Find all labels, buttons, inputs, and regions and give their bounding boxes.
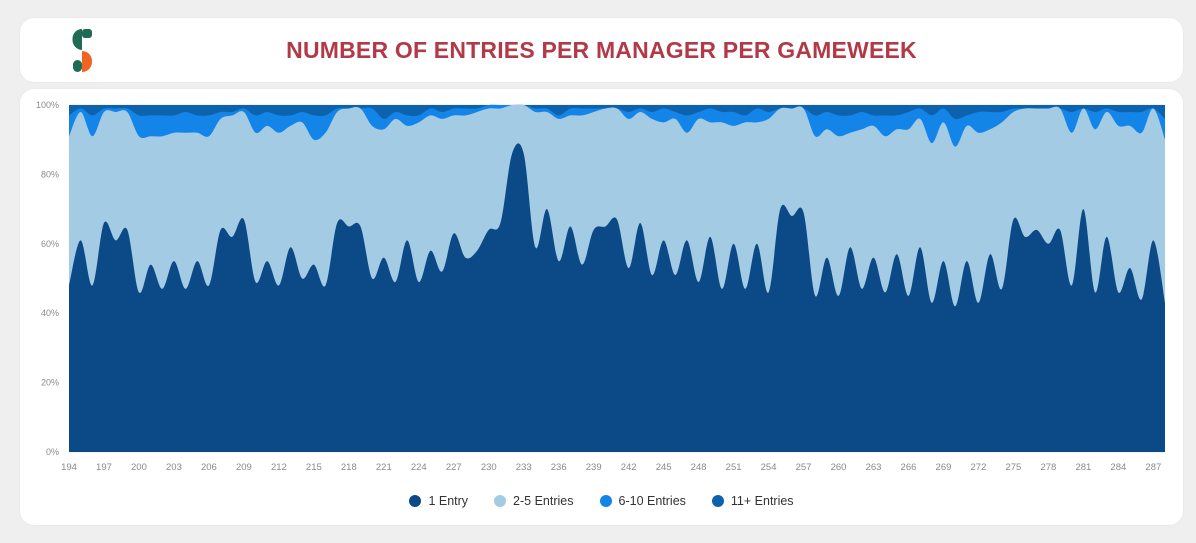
header-card: NUMBER OF ENTRIES PER MANAGER PER GAMEWE… bbox=[20, 18, 1183, 82]
x-tick-label: 203 bbox=[166, 462, 182, 473]
x-tick-label: 209 bbox=[236, 462, 252, 473]
x-tick-label: 248 bbox=[691, 462, 707, 473]
x-tick-label: 260 bbox=[831, 462, 847, 473]
x-tick-label: 218 bbox=[341, 462, 357, 473]
brand-s-logo-icon[interactable] bbox=[64, 28, 100, 73]
axis-labels: 0% 20% 40% 60% 80% 100% 194 197 200 203 206 209 212 2… bbox=[36, 100, 1161, 473]
x-tick-label: 221 bbox=[376, 462, 392, 473]
legend-item[interactable]: 11+ Entries bbox=[711, 494, 794, 508]
legend-swatch bbox=[599, 495, 612, 507]
page-title: NUMBER OF ENTRIES PER MANAGER PER GAMEWE… bbox=[286, 37, 917, 63]
x-tick-label: 212 bbox=[271, 462, 287, 473]
area-series-1-entry bbox=[69, 143, 1165, 452]
legend-swatch bbox=[494, 495, 507, 507]
x-tick-label: 278 bbox=[1040, 462, 1056, 473]
x-tick-label: 236 bbox=[551, 462, 567, 473]
legend-label: 2-5 Entries bbox=[513, 494, 574, 508]
x-tick-label: 284 bbox=[1110, 462, 1126, 473]
x-tick-label: 263 bbox=[866, 462, 882, 473]
x-tick-label: 254 bbox=[761, 462, 777, 473]
legend-item[interactable]: 2-5 Entries bbox=[494, 494, 574, 508]
x-tick-label: 230 bbox=[481, 462, 497, 473]
x-tick-label: 266 bbox=[901, 462, 917, 473]
y-tick-label: 80% bbox=[41, 169, 59, 179]
x-tick-label: 281 bbox=[1075, 462, 1091, 473]
x-tick-label: 215 bbox=[306, 462, 322, 473]
x-tick-label: 233 bbox=[516, 462, 532, 473]
x-tick-label: 224 bbox=[411, 462, 427, 473]
y-tick-label: 100% bbox=[36, 100, 59, 110]
x-tick-label: 206 bbox=[201, 462, 217, 473]
x-tick-label: 287 bbox=[1145, 462, 1161, 473]
chart-card: 0% 20% 40% 60% 80% 100% 194 197 200 203 206 209 212 2… bbox=[20, 89, 1183, 525]
legend-swatch bbox=[409, 495, 422, 507]
x-tick-label: 269 bbox=[936, 462, 952, 473]
x-tick-label: 245 bbox=[656, 462, 672, 473]
stacked-area-chart: 0% 20% 40% 60% 80% 100% 194 197 200 203 206 209 212 2… bbox=[36, 100, 1165, 473]
legend-swatch bbox=[711, 495, 724, 507]
x-tick-label: 200 bbox=[131, 462, 147, 473]
legend-item[interactable]: 6-10 Entries bbox=[599, 494, 686, 508]
y-tick-label: 0% bbox=[46, 447, 59, 457]
area-series-layer bbox=[69, 104, 1165, 452]
legend-label: 11+ Entries bbox=[730, 494, 794, 508]
x-tick-label: 197 bbox=[96, 462, 112, 473]
x-tick-label: 251 bbox=[726, 462, 742, 473]
legend-item[interactable]: 1 Entry bbox=[409, 494, 468, 508]
y-tick-label: 20% bbox=[41, 378, 59, 388]
x-tick-label: 242 bbox=[621, 462, 637, 473]
x-tick-label: 227 bbox=[446, 462, 462, 473]
y-tick-label: 40% bbox=[41, 308, 59, 318]
x-tick-label: 272 bbox=[971, 462, 987, 473]
legend-label: 6-10 Entries bbox=[618, 494, 686, 508]
x-tick-label: 194 bbox=[61, 462, 77, 473]
y-tick-label: 60% bbox=[41, 239, 59, 249]
x-tick-label: 275 bbox=[1005, 462, 1021, 473]
legend-label: 1 Entry bbox=[428, 494, 469, 508]
chart-legend: 1 Entry 2-5 Entries 6-10 Entries 11+ Entrie… bbox=[20, 494, 1183, 508]
x-tick-label: 257 bbox=[796, 462, 812, 473]
x-tick-label: 239 bbox=[586, 462, 602, 473]
